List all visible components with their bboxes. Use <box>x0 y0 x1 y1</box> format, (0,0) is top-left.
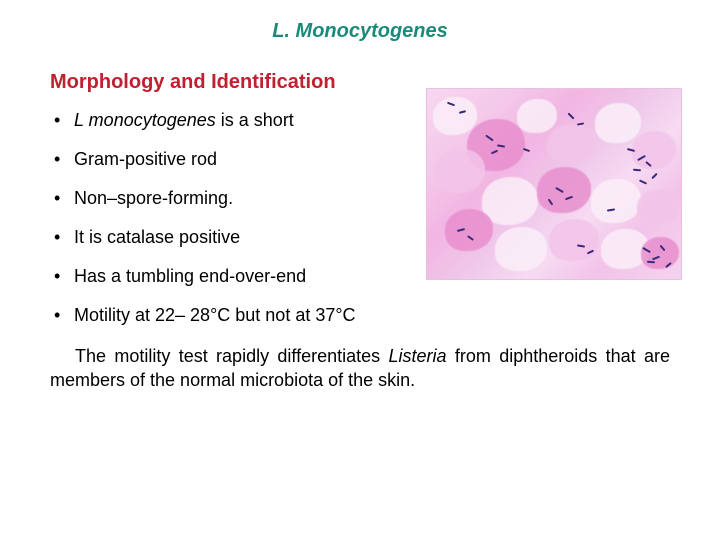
paragraph: The motility test rapidly differentiates… <box>50 344 670 393</box>
slide-title: L. Monocytogenes <box>50 20 670 43</box>
bullet-italic: L monocytogenes <box>74 110 216 130</box>
paragraph-italic: Listeria <box>389 346 447 366</box>
bullet-text: Non–spore-forming. <box>74 188 233 208</box>
bullet-text: is a short <box>216 110 294 130</box>
bullet-item: Motility at 22– 28°C but not at 37°C <box>50 305 670 326</box>
bullet-text: Motility at 22– 28°C but not at 37°C <box>74 305 356 325</box>
bullet-text: Has a tumbling end-over-end <box>74 266 306 286</box>
title-text: L. Monocytogenes <box>272 20 448 42</box>
bullet-text: It is catalase positive <box>74 227 240 247</box>
paragraph-pre: The motility test rapidly differentiates <box>75 346 388 366</box>
subtitle-text: Morphology and Identification <box>50 71 336 93</box>
bullet-text: Gram-positive rod <box>74 149 217 169</box>
micrograph-image <box>426 88 682 280</box>
